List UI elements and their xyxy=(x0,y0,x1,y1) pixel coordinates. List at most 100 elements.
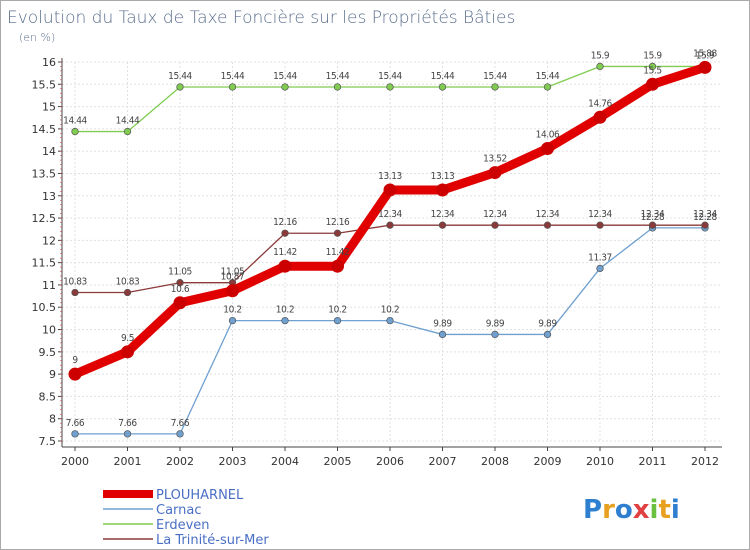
data-point-carnac xyxy=(123,430,132,438)
y-tick-label: 7.5 xyxy=(39,435,57,448)
x-tick-label: 2000 xyxy=(61,455,89,468)
data-label-erdeven: 15.44 xyxy=(273,71,297,82)
data-label-plouharnel: 13.13 xyxy=(431,171,455,182)
data-label-plouharnel: 15.5 xyxy=(643,65,661,76)
data-point-plouharnel xyxy=(173,296,187,310)
x-tick-label: 2003 xyxy=(219,455,247,468)
y-tick-label: 8.5 xyxy=(39,390,57,403)
data-label-erdeven: 15.44 xyxy=(378,71,402,82)
data-point-carnac xyxy=(543,330,552,339)
data-label-carnac: 7.66 xyxy=(118,418,137,429)
logo-letter: r xyxy=(602,495,615,525)
data-point-plouharnel xyxy=(593,110,607,124)
data-label-plouharnel: 13.52 xyxy=(483,154,507,165)
y-tick-label: 15 xyxy=(42,101,56,114)
data-point-erdeven xyxy=(596,62,604,71)
data-label-carnac: 10.2 xyxy=(328,305,346,316)
x-tick-label: 2005 xyxy=(324,455,352,468)
axes: 7.5 8 8.5 9 9.5 10 10.5 11 11.5 12 12.5 13 13.5 14 14.… xyxy=(32,56,722,468)
data-point-carnac xyxy=(333,316,342,325)
data-label-carnac: 9.89 xyxy=(538,318,557,329)
data-label-erdeven: 15.9 xyxy=(591,50,610,61)
x-tick-label: 2008 xyxy=(481,455,509,468)
data-labels: 7.66 7.66 7.66 10.2 10.2 10.2 10.2 9.89 9.89 9.89… xyxy=(63,48,718,429)
data-label-la-trinit-sur-mer: 12.34 xyxy=(588,209,612,220)
logo-letter: i xyxy=(671,495,680,525)
data-point-plouharnel xyxy=(646,77,659,91)
x-tick-label: 2006 xyxy=(376,455,404,468)
proxiti-logo: Proxiti xyxy=(583,495,680,525)
data-point-plouharnel xyxy=(331,259,344,273)
data-label-la-trinit-sur-mer: 11.05 xyxy=(168,267,192,278)
data-point-erdeven xyxy=(71,127,79,136)
y-tick-label: 8 xyxy=(49,413,56,426)
data-point-carnac xyxy=(176,430,184,438)
data-label-plouharnel: 11.42 xyxy=(273,247,297,258)
y-tick-label: 10 xyxy=(42,324,56,337)
data-point-plouharnel xyxy=(68,367,82,381)
legend-label-la-trinit-sur-mer: La Trinité-sur-Mer xyxy=(156,533,269,548)
legend-label-plouharnel: PLOUHARNEL xyxy=(156,488,244,503)
y-tick-label: 12.5 xyxy=(32,212,57,225)
data-point-erdeven xyxy=(386,83,394,91)
data-point-la-trinit-sur-mer xyxy=(543,221,552,229)
data-point-la-trinit-sur-mer xyxy=(491,221,499,229)
data-point-la-trinit-sur-mer xyxy=(281,229,289,237)
data-label-carnac: 12.28 xyxy=(693,212,717,223)
x-tick-label: 2002 xyxy=(166,455,194,468)
data-point-carnac xyxy=(438,330,447,339)
x-tick-label: 2007 xyxy=(429,455,457,468)
data-point-la-trinit-sur-mer xyxy=(438,221,447,229)
data-point-la-trinit-sur-mer xyxy=(648,221,657,229)
logo-letter: P xyxy=(583,495,602,525)
y-tick-label: 9.5 xyxy=(39,346,57,359)
data-label-carnac: 9.89 xyxy=(486,318,505,329)
data-point-carnac xyxy=(491,330,499,339)
data-label-la-trinit-sur-mer: 12.34 xyxy=(378,209,402,220)
data-label-erdeven: 15.9 xyxy=(696,50,715,61)
logo-letter: i xyxy=(650,495,659,525)
y-axis-label: (en %) xyxy=(19,31,55,44)
data-point-plouharnel xyxy=(541,142,554,156)
logo-letter: t xyxy=(658,495,670,525)
logo-text: Proxiti xyxy=(583,495,680,525)
data-point-erdeven xyxy=(281,83,289,91)
x-tick-label: 2011 xyxy=(639,455,667,468)
data-point-carnac xyxy=(228,316,237,325)
data-label-erdeven: 15.44 xyxy=(326,71,350,82)
data-point-la-trinit-sur-mer xyxy=(71,288,79,297)
data-point-plouharnel xyxy=(698,60,712,74)
logo-letter: o xyxy=(615,495,633,525)
data-label-erdeven: 15.9 xyxy=(643,50,662,61)
data-label-erdeven: 15.44 xyxy=(168,71,192,82)
data-label-la-trinit-sur-mer: 12.16 xyxy=(273,217,297,228)
x-tick-label: 2009 xyxy=(534,455,562,468)
data-point-plouharnel xyxy=(121,345,134,359)
data-point-erdeven xyxy=(491,83,499,91)
data-point-carnac xyxy=(71,430,79,438)
x-tick-label: 2004 xyxy=(271,455,299,468)
y-tick-label: 12 xyxy=(42,234,56,247)
data-point-la-trinit-sur-mer xyxy=(176,279,184,287)
data-point-carnac xyxy=(281,316,289,325)
data-point-la-trinit-sur-mer xyxy=(333,229,342,237)
data-label-carnac: 10.2 xyxy=(276,305,294,316)
y-tick-label: 10.5 xyxy=(32,301,57,314)
data-label-la-trinit-sur-mer: 10.83 xyxy=(116,277,140,288)
data-label-plouharnel: 14.06 xyxy=(536,130,560,141)
y-tick-label: 14.5 xyxy=(32,123,57,136)
data-label-erdeven: 15.44 xyxy=(431,71,455,82)
data-label-carnac: 7.66 xyxy=(66,418,85,429)
y-tick-label: 11 xyxy=(42,279,56,292)
data-point-plouharnel xyxy=(383,183,397,197)
data-label-carnac: 10.2 xyxy=(381,305,399,316)
data-point-plouharnel xyxy=(226,284,239,298)
data-label-la-trinit-sur-mer: 12.34 xyxy=(641,209,665,220)
data-label-erdeven: 15.44 xyxy=(536,71,560,82)
data-label-la-trinit-sur-mer: 12.34 xyxy=(483,209,507,220)
data-point-erdeven xyxy=(228,83,237,91)
x-tick-label: 2012 xyxy=(691,455,719,468)
